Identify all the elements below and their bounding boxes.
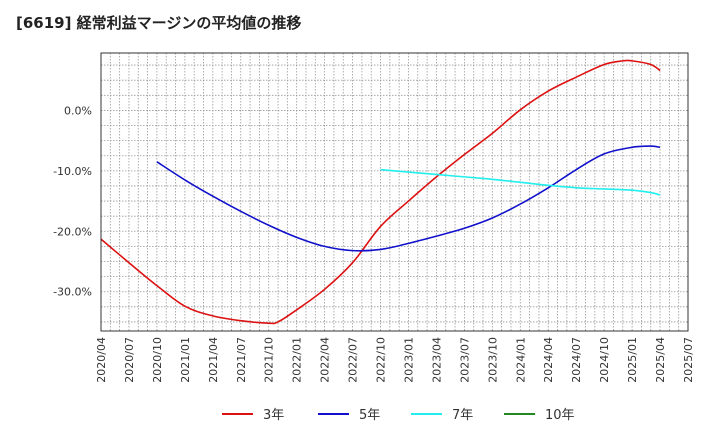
x-tick-label: 2020/07 <box>123 337 136 383</box>
x-tick-label: 2022/07 <box>347 337 360 383</box>
y-tick-labels: 0.0% -10.0% -20.0% -30.0% <box>53 104 92 298</box>
x-tick-label: 2023/10 <box>486 337 499 383</box>
plot-frame <box>100 52 689 332</box>
x-tick-label: 2025/04 <box>654 337 667 383</box>
x-tick-label: 2022/01 <box>291 337 304 383</box>
legend-label-0: 3年 <box>263 408 284 423</box>
chart-title: [6619] 経常利益マージンの平均値の推移 <box>16 14 302 32</box>
x-tick-label: 2024/01 <box>514 337 527 383</box>
x-tick-labels: 2020/04 2020/07 2020/10 2021/01 2021/04 2021/… <box>95 337 695 383</box>
y-tick-label: -30.0% <box>53 286 92 299</box>
x-tick-label: 2020/10 <box>151 337 164 383</box>
x-tick-label: 2022/04 <box>319 337 332 383</box>
series-line-1 <box>156 145 661 252</box>
x-tick-label: 2024/07 <box>570 337 583 383</box>
x-tick-label: 2024/04 <box>542 337 555 383</box>
series-line-2 <box>380 168 661 196</box>
grid-layer <box>101 53 688 331</box>
legend-label-2: 7年 <box>452 408 473 423</box>
x-tick-label: 2023/07 <box>458 337 471 383</box>
series-layer <box>100 59 661 325</box>
x-tick-label: 2021/01 <box>179 337 192 383</box>
y-tick-label: -20.0% <box>53 225 92 238</box>
x-tick-label: 2023/04 <box>430 337 443 383</box>
x-tick-label: 2021/10 <box>263 337 276 383</box>
x-tick-label: 2023/01 <box>402 337 415 383</box>
series-line-0 <box>100 59 661 325</box>
x-tick-label: 2024/10 <box>598 337 611 383</box>
x-tick-label: 2021/04 <box>207 337 220 383</box>
y-tick-label: 0.0% <box>64 104 92 117</box>
y-tick-label: -10.0% <box>53 165 92 178</box>
x-tick-label: 2025/07 <box>682 337 695 383</box>
legend-label-1: 5年 <box>359 408 380 423</box>
x-tick-label: 2021/07 <box>235 337 248 383</box>
x-tick-label: 2022/10 <box>375 337 388 383</box>
legend: 3年 5年 7年 10年 <box>222 408 575 423</box>
x-tick-label: 2025/01 <box>626 337 639 383</box>
legend-label-3: 10年 <box>545 408 575 423</box>
x-tick-label: 2020/04 <box>95 337 108 383</box>
